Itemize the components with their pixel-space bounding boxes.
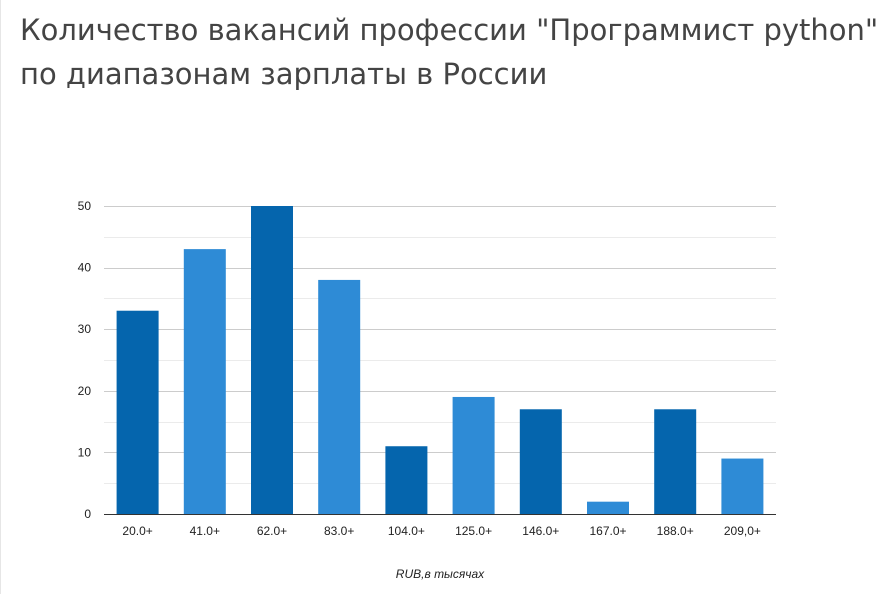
bar: [452, 396, 495, 514]
x-tick-label: 167.0+: [589, 524, 626, 538]
bar: [385, 446, 428, 514]
bar: [116, 310, 159, 514]
bars: [116, 206, 764, 514]
x-tick-label: 125.0+: [455, 524, 492, 538]
x-tick-label: 20.0+: [122, 524, 152, 538]
chart-title-line-2: по диапазонам зарплаты в России: [20, 57, 548, 91]
chart-title: Количество вакансий профессии "Программи…: [20, 8, 879, 96]
bar: [318, 279, 361, 514]
bar: [519, 409, 562, 514]
bar: [654, 409, 697, 514]
left-border: [0, 0, 1, 594]
y-tick-label: 40: [78, 261, 92, 275]
x-tick-label: 41.0+: [190, 524, 220, 538]
y-tick-label: 0: [84, 507, 91, 521]
x-axis-title: RUB,в тысячах: [396, 567, 485, 581]
x-tick-label: 146.0+: [522, 524, 559, 538]
y-tick-label: 50: [78, 199, 92, 213]
bar: [251, 206, 293, 514]
x-tick-label: 209,0+: [724, 524, 761, 538]
x-tick-label: 83.0+: [324, 524, 354, 538]
bar: [587, 501, 629, 514]
y-tick-label: 20: [78, 384, 92, 398]
y-tick-label: 30: [78, 322, 92, 336]
x-tick-label: 62.0+: [257, 524, 287, 538]
bar: [183, 249, 226, 514]
x-tick-label: 104.0+: [388, 524, 425, 538]
x-axis-ticks: 20.0+ 41.0+ 62.0+ 83.0+ 104.0+ 125.0+ 146.0+ 16…: [122, 524, 761, 538]
bar: [721, 458, 764, 514]
y-tick-label: 10: [78, 445, 92, 459]
x-tick-label: 188.0+: [657, 524, 694, 538]
chart-title-line-1: Количество вакансий профессии "Программи…: [20, 13, 879, 47]
y-axis-ticks: 0 10 20 30 40 50: [78, 199, 92, 521]
